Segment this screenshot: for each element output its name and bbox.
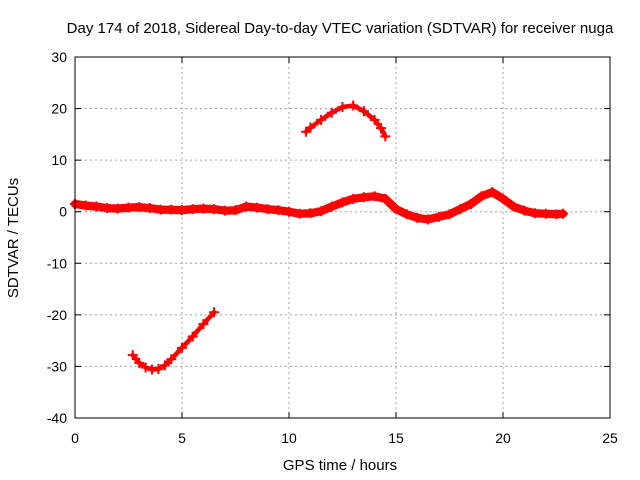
data-point [376, 123, 387, 134]
data-point [209, 204, 220, 215]
data-point [433, 211, 444, 222]
data-point [519, 205, 530, 216]
y-tick-label: -30 [47, 358, 67, 374]
data-point [476, 191, 487, 202]
data-point [262, 204, 273, 215]
data-point [155, 204, 166, 215]
data-point [348, 100, 359, 111]
data-point [91, 201, 102, 212]
data-point [305, 208, 316, 219]
data-point [465, 198, 476, 209]
data-point [187, 331, 198, 342]
data-point [412, 212, 423, 223]
data-series [70, 100, 568, 375]
plot-frame [74, 56, 611, 419]
data-point [166, 204, 177, 215]
data-point [187, 204, 198, 215]
x-tick-label: 0 [71, 430, 79, 446]
data-point [508, 201, 519, 212]
data-point [316, 206, 327, 217]
data-point [401, 209, 412, 220]
data-point [540, 208, 551, 219]
data-point [305, 122, 316, 133]
data-point [358, 106, 369, 117]
data-point [487, 187, 498, 198]
data-point [198, 319, 209, 330]
data-point [198, 203, 209, 214]
data-point [316, 114, 327, 125]
y-axis-label: SDTVAR / TECUs [5, 178, 22, 298]
data-point [380, 193, 391, 204]
data-point [209, 307, 220, 318]
x-tick-label: 5 [178, 430, 186, 446]
x-tick-label: 10 [281, 430, 297, 446]
data-point [251, 202, 262, 213]
y-tick-label: 10 [51, 152, 67, 168]
data-point [498, 193, 508, 204]
data-point [337, 102, 348, 113]
data-point [391, 204, 401, 215]
series-main-track [70, 187, 568, 225]
data-point [127, 350, 138, 361]
y-tick-label: -10 [47, 255, 67, 271]
data-point [380, 131, 391, 142]
data-point [444, 209, 455, 220]
data-point [455, 204, 466, 215]
data-point [134, 357, 145, 368]
data-point [358, 192, 369, 203]
series-line [70, 187, 568, 224]
data-point [284, 206, 294, 217]
x-tick-label: 25 [602, 430, 618, 446]
series-line [130, 309, 217, 372]
data-point [140, 362, 151, 373]
data-point [530, 208, 541, 219]
data-point [219, 205, 230, 216]
y-tick-label: 20 [51, 101, 67, 117]
data-point [423, 214, 434, 225]
chart-title: Day 174 of 2018, Sidereal Day-to-day VTE… [67, 20, 614, 37]
data-point [326, 201, 337, 212]
data-point [557, 208, 568, 219]
y-tick-label: 30 [51, 49, 67, 65]
data-point [166, 354, 177, 365]
data-point [177, 342, 187, 353]
data-point [326, 107, 337, 118]
data-point [177, 205, 187, 216]
data-point [144, 203, 155, 214]
data-point [273, 205, 284, 216]
data-point [369, 114, 380, 125]
data-point [348, 193, 359, 204]
axis-ticks: 0 5 10 15 20 25 -40 -30 -20 -10 0 10 20 30 [47, 49, 618, 446]
data-point [337, 197, 348, 208]
y-tick-label: 0 [59, 204, 67, 220]
data-point [80, 200, 91, 211]
data-point [112, 203, 123, 214]
data-point [369, 191, 380, 202]
x-axis-label: GPS time / hours [283, 457, 397, 474]
x-tick-label: 20 [495, 430, 511, 446]
series-upper-arc [301, 100, 391, 142]
data-point [102, 203, 113, 214]
series-line [303, 103, 388, 139]
data-point [230, 205, 241, 216]
y-tick-label: -40 [47, 410, 67, 426]
data-point [294, 208, 305, 219]
series-lower-arc [127, 307, 220, 375]
y-tick-label: -20 [47, 307, 67, 323]
data-point [241, 201, 252, 212]
data-point [134, 202, 145, 213]
data-point [153, 364, 164, 375]
x-tick-label: 15 [388, 430, 404, 446]
data-point [159, 360, 170, 371]
data-point [123, 202, 134, 213]
